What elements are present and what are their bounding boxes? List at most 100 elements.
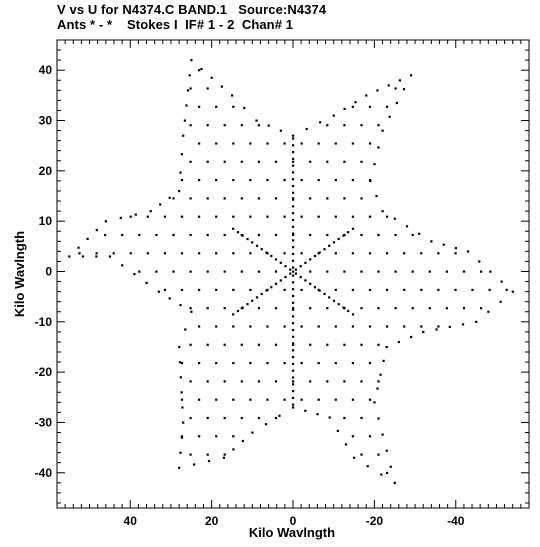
uv-point [292,322,295,325]
uv-point [292,246,295,249]
uv-point [343,197,346,200]
uv-point [300,252,303,255]
uv-point [189,380,192,383]
uv-point [351,105,354,108]
uv-point [108,255,112,258]
chart-subtitle: Ants * - * Stokes I IF# 1 - 2 Chan# 1 [57,17,294,32]
uv-point [292,252,295,256]
uv-point [317,362,320,365]
uv-point [232,362,235,365]
uv-point [386,471,389,474]
uv-point [180,252,184,255]
uv-point [146,215,149,218]
uv-point [215,325,218,328]
axis-ticks [57,39,529,508]
uv-point [292,151,295,154]
uv-point [240,124,243,127]
uv-point [222,456,225,459]
uv-point [300,215,303,218]
uv-point [68,255,71,258]
uv-point [78,252,81,255]
uv-point [368,105,372,108]
uv-point [351,142,354,145]
uv-point [266,325,269,328]
uv-point [360,160,363,163]
uv-point [292,308,295,311]
uv-point [255,296,259,299]
uv-point [189,87,192,90]
uv-point [377,343,380,346]
uv-point [360,307,363,310]
uv-point [232,313,235,316]
uv-point [240,160,243,163]
uv-point [240,380,243,383]
uv-point [206,124,209,127]
uv-point [178,190,181,193]
uv-point [260,292,263,296]
uv-point [283,398,286,401]
uv-point [232,227,235,230]
uv-point [215,105,218,108]
uv-point [334,362,337,365]
uv-point [309,343,312,346]
uv-point [266,362,269,365]
uv-point [257,270,260,273]
uv-point [121,264,124,267]
uv-point [187,89,190,92]
uv-point [289,268,292,271]
uv-point [179,304,182,307]
uv-point [207,460,211,463]
uv-point [334,288,337,291]
uv-point [292,134,295,137]
uv-point [386,215,389,218]
uv-point [220,85,223,88]
uv-point [292,184,295,188]
uv-point [257,233,260,237]
uv-point [377,307,380,310]
uv-point [360,197,363,200]
uv-point [323,248,326,251]
uv-point [511,290,514,293]
uv-point [309,197,312,200]
tick-labels: 40 20 0 -20 -40 40 30 20 10 0 -10 -20 -30 -40 [35,63,465,528]
uv-point [284,275,287,279]
uv-point [246,303,249,306]
uv-point [163,252,166,255]
uv-point [292,380,295,383]
uv-point [299,275,302,279]
uv-point [274,233,278,237]
uv-point [292,362,295,365]
uv-point [300,362,303,365]
uv-point [313,254,316,258]
uv-point [180,215,184,218]
uv-point [270,254,273,258]
uv-point [180,362,184,365]
uv-point [265,251,268,254]
uv-point [360,270,363,273]
uv-point [368,435,372,438]
uv-point [292,369,295,372]
uv-point [292,205,295,208]
uv-point [189,343,192,346]
uv-point [283,179,286,182]
uv-point [405,225,409,228]
uv-point [381,433,384,436]
uv-point [292,198,295,201]
uv-point [249,252,252,255]
uv-point [292,315,295,318]
y-axis-label: Kilo Wavlngth [12,231,27,317]
uv-point [198,105,201,108]
uv-point [379,373,382,376]
uv-point [397,340,400,344]
uv-point [232,142,235,145]
uv-point [430,240,433,243]
uv-point [292,342,295,345]
y-tick-label: 40 [39,63,53,77]
uv-point [328,416,331,419]
uv-point [420,252,423,255]
uv-point [292,137,295,140]
uv-point [343,416,346,420]
uv-point [388,115,391,118]
uv-point [178,466,181,469]
uv-point [274,416,278,420]
